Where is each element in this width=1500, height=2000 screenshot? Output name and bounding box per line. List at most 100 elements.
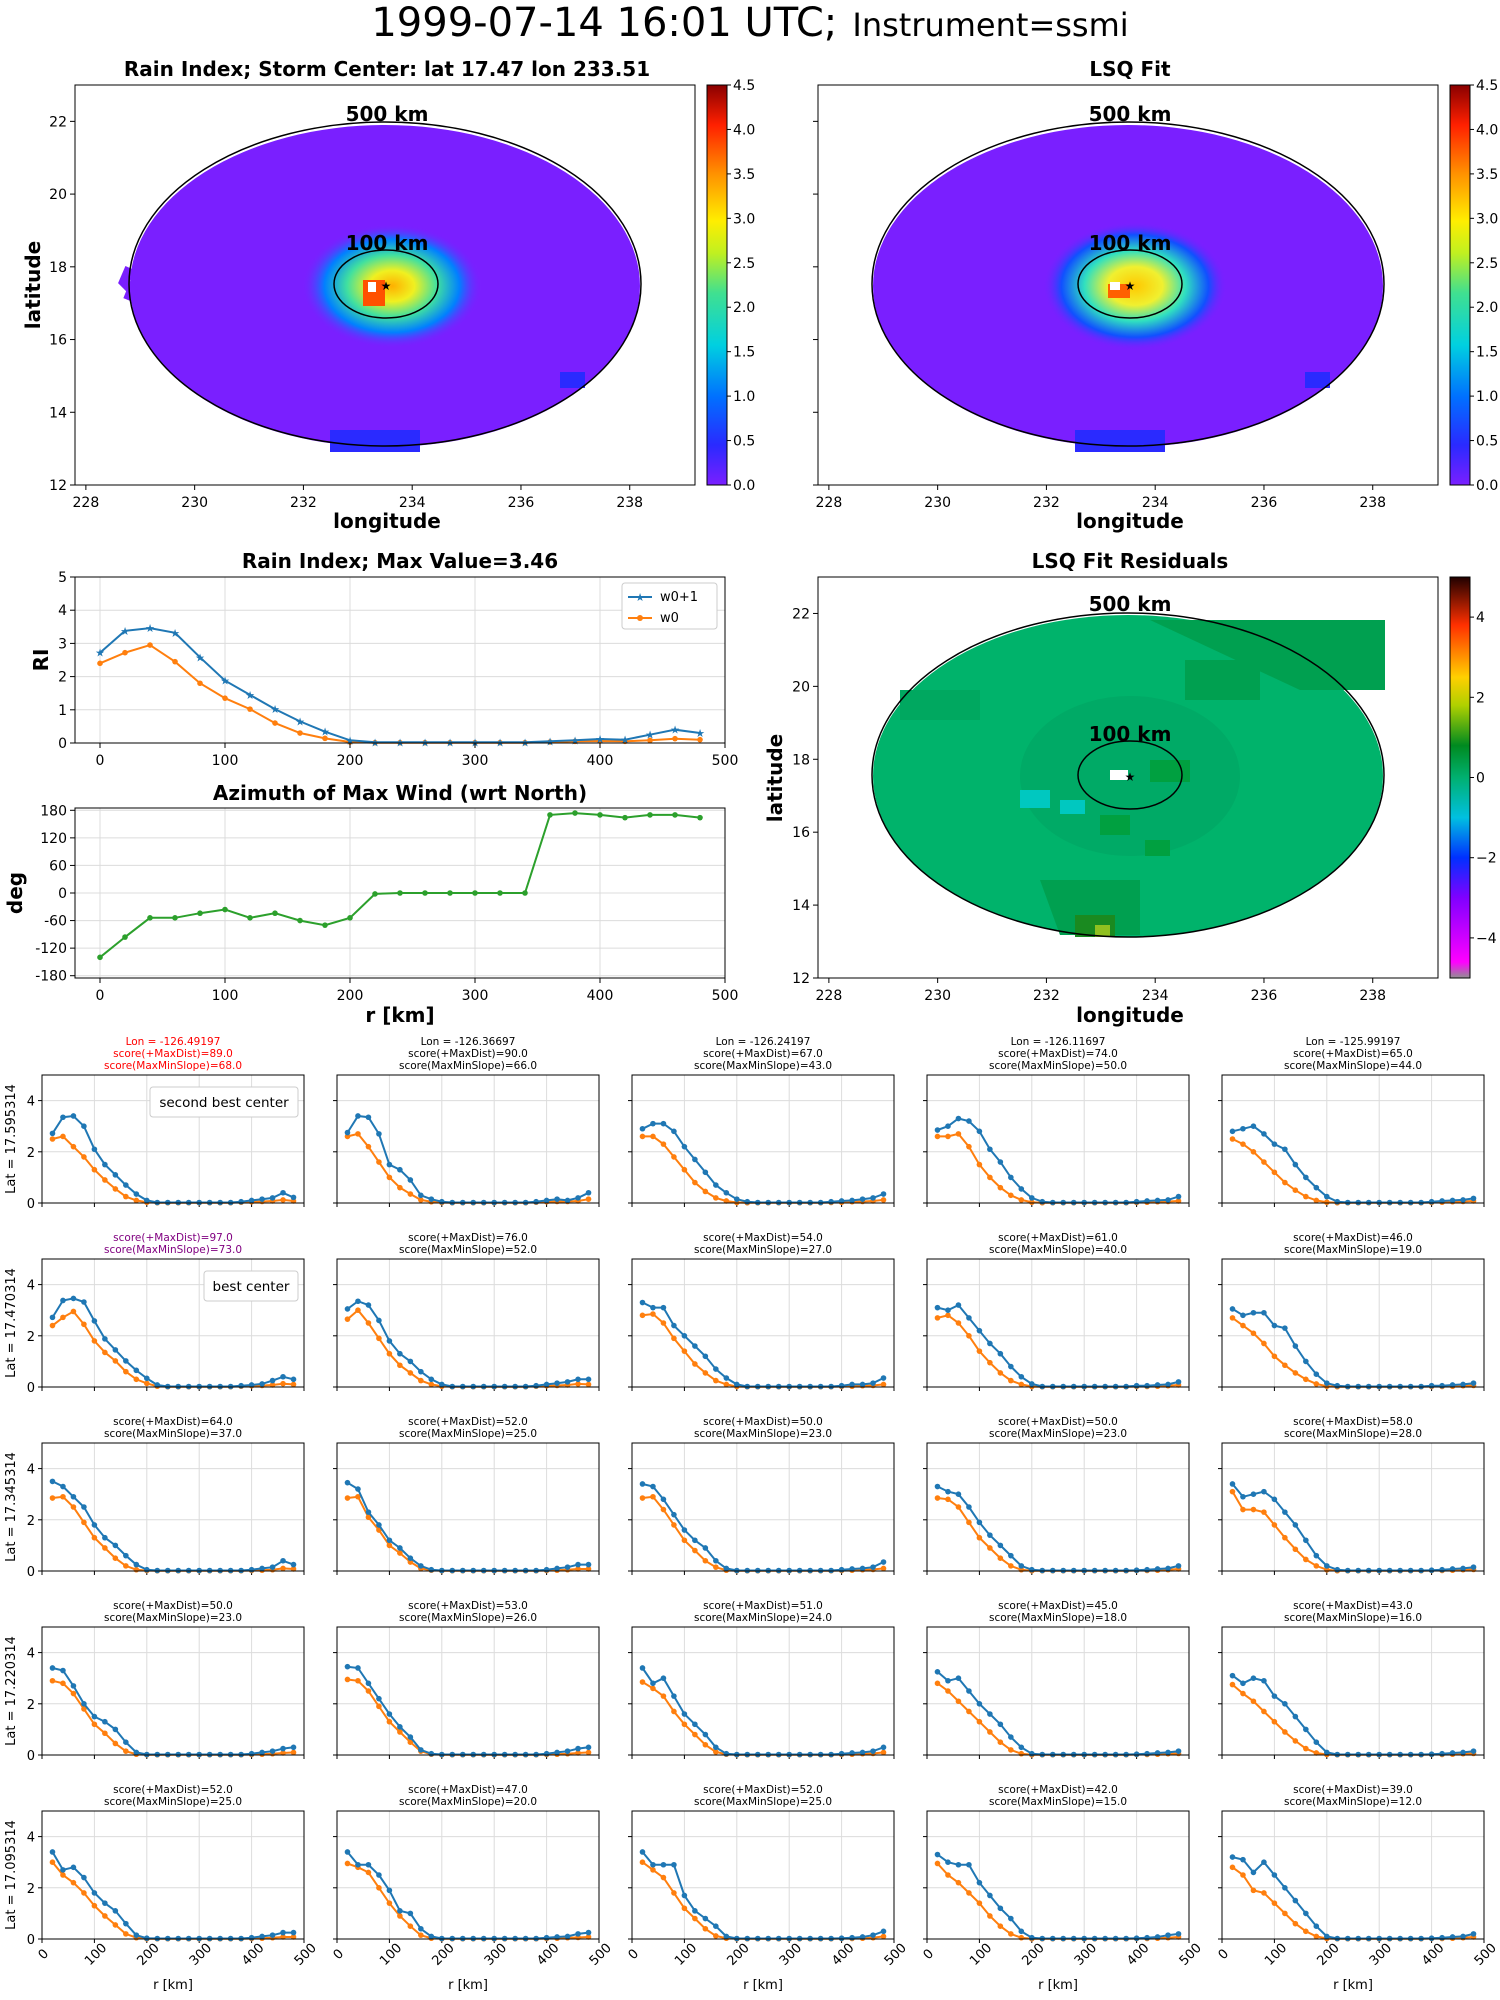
- cell-w0p1-point: [934, 1483, 941, 1490]
- cell-title-line: Lon = -126.49197: [126, 1036, 221, 1048]
- w0p1-point: ★: [670, 724, 680, 737]
- cell-w0-point: [955, 1131, 962, 1137]
- cell-w0p1-point: [1018, 1373, 1025, 1380]
- rain-map-ring-100: 100 km: [346, 231, 429, 255]
- x-tick-label: 0: [1216, 1947, 1232, 1963]
- cell-frame: [926, 1442, 1190, 1572]
- cell-title-line: score(+MaxDist)=52.0: [703, 1784, 823, 1796]
- cell-title-line: score(MaxMinSlope)=52.0: [399, 1244, 537, 1256]
- cell-w0p1-point: [880, 1559, 887, 1565]
- rain-map-center-star: ★: [381, 279, 392, 293]
- cell-w0p1-point: [1144, 1750, 1150, 1757]
- cell-w0p1-point: [290, 1376, 297, 1383]
- cell-w0p1-point: [217, 1383, 223, 1390]
- row-lat-label: Lat = 17.220314: [4, 1636, 19, 1746]
- cell-w0-point: [976, 1900, 983, 1906]
- cell-title-line: score(MaxMinSlope)=37.0: [104, 1428, 242, 1440]
- cell-w0p1-point: [1123, 1751, 1129, 1758]
- cell-title-line: score(+MaxDist)=50.0: [703, 1416, 823, 1428]
- y-tick-label: 12: [49, 478, 67, 494]
- cell-w0p1-point: [1112, 1199, 1119, 1206]
- cell-w0p1-point: [660, 1120, 667, 1127]
- cell-title-line: score(MaxMinSlope)=25.0: [104, 1796, 242, 1808]
- cell-xlabel: r [km]: [153, 1978, 193, 1993]
- cell-w0-point: [997, 1555, 1004, 1561]
- center-cell: Lon = -126.36697score(+MaxDist)=90.0scor…: [333, 1036, 600, 1207]
- cell-w0p1-point: [966, 1504, 972, 1510]
- cell-w0p1-point: [1470, 1195, 1477, 1202]
- cell-w0p1-point: [1123, 1935, 1129, 1942]
- cell-w0p1-point: [49, 1314, 56, 1321]
- cell-w0-point: [1313, 1933, 1320, 1940]
- cell-w0p1-point: [1261, 1131, 1267, 1137]
- cell-w0p1-point: [60, 1667, 66, 1674]
- cell-title-line: score(MaxMinSlope)=23.0: [694, 1428, 832, 1440]
- y-tick-label: 4: [27, 1831, 35, 1846]
- cell-w0p1-point: [1250, 1675, 1257, 1681]
- cell-w0p1-point: [280, 1373, 286, 1380]
- cell-w0p1-point: [1049, 1199, 1056, 1206]
- cell-w0p1-point: [585, 1744, 592, 1751]
- cell-title-line: score(MaxMinSlope)=23.0: [989, 1428, 1127, 1440]
- cell-w0-point: [133, 1376, 140, 1383]
- cell-w0p1-point: [671, 1861, 677, 1868]
- x-tick-label: 100: [1262, 1941, 1290, 1969]
- cell-w0-point: [112, 1358, 119, 1364]
- cell-w0-point: [702, 1741, 709, 1748]
- cell-w0-line: [937, 1132, 1179, 1204]
- cell-w0p1-point: [1324, 1193, 1330, 1200]
- cell-w0p1-point: [796, 1199, 803, 1206]
- y-tick-label: 2: [27, 1698, 35, 1713]
- colorbar-tick-label: 3.5: [733, 167, 755, 183]
- cell-w0p1-point: [1386, 1935, 1393, 1942]
- cell-w0p1-point: [775, 1567, 782, 1574]
- cell-w0p1-point: [1250, 1123, 1257, 1129]
- cell-w0p1-point: [418, 1563, 424, 1569]
- y-tick-label: 4: [27, 1647, 35, 1662]
- cell-w0p1-point: [123, 1552, 129, 1559]
- cell-w0p1-point: [702, 1731, 709, 1738]
- cell-w0-point: [987, 1545, 993, 1551]
- cell-w0p1-point: [828, 1751, 834, 1758]
- cell-w0-point: [344, 1860, 351, 1867]
- cell-w0p1-point: [650, 1483, 656, 1490]
- cell-w0p1-point: [554, 1565, 560, 1572]
- cell-w0p1-point: [1407, 1199, 1414, 1206]
- cell-w0p1-point: [1091, 1199, 1098, 1206]
- cell-w0p1-point: [397, 1166, 403, 1173]
- cell-w0-point: [1240, 1506, 1246, 1513]
- cell-w0p1-point: [1376, 1383, 1382, 1390]
- cell-title-line: score(MaxMinSlope)=12.0: [1284, 1796, 1422, 1808]
- cell-frame: [631, 1810, 895, 1940]
- cell-w0p1-point: [849, 1934, 855, 1941]
- cell-w0-point: [112, 1740, 119, 1747]
- cell-w0p1-point: [945, 1123, 951, 1129]
- cell-w0p1-point: [1271, 1322, 1278, 1329]
- cell-w0p1-point: [1165, 1197, 1171, 1203]
- cell-w0p1-point: [376, 1131, 382, 1137]
- cell-w0p1-point: [713, 1366, 719, 1372]
- cell-title-line: score(+MaxDist)=42.0: [998, 1784, 1118, 1796]
- cell-w0p1-point: [650, 1680, 656, 1687]
- y-tick-label: 0: [27, 1565, 35, 1580]
- cell-w0p1-point: [365, 1680, 372, 1687]
- cell-w0p1-point: [91, 1522, 98, 1528]
- cell-w0p1-point: [376, 1317, 382, 1324]
- cell-w0p1-point: [175, 1199, 182, 1206]
- cell-w0p1-point: [355, 1665, 361, 1671]
- cell-w0p1-line: [936, 1671, 1179, 1756]
- cell-w0p1-point: [1175, 1748, 1182, 1754]
- cell-w0p1-point: [491, 1567, 498, 1574]
- figure-title: 1999-07-14 16:01 UTC; Instrument=ssmi: [371, 0, 1128, 46]
- colorbar-tick-label: −2: [1476, 851, 1497, 867]
- cell-w0p1-point: [1175, 1931, 1182, 1937]
- center-cell: Lon = -125.99197score(+MaxDist)=65.0scor…: [1218, 1036, 1485, 1207]
- cell-w0p1-point: [1313, 1371, 1320, 1377]
- cell-w0p1-point: [501, 1567, 508, 1574]
- colorbar-tick-label: 3.0: [733, 211, 755, 227]
- w0-point: [697, 736, 703, 743]
- lsq-map-center-star: ★: [1125, 279, 1136, 293]
- cell-w0p1-point: [175, 1567, 182, 1574]
- x-tick-label: 228: [816, 988, 843, 1004]
- cell-w0p1-point: [1355, 1199, 1362, 1206]
